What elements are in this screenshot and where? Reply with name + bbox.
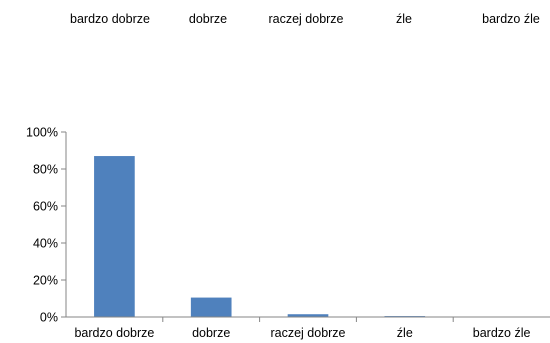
bar [94,156,135,317]
x-category-label: bardzo dobrze [74,326,154,340]
y-tick-label: 0% [40,311,58,325]
y-tick-label: 100% [26,126,58,140]
top-category-label: bardzo dobrze [70,12,150,26]
top-category-label: źle [396,12,412,26]
x-category-label: raczej dobrze [270,326,345,340]
top-category-label: bardzo źle [482,12,540,26]
x-category-label: źle [397,326,413,340]
y-tick-label: 60% [33,200,58,214]
y-tick-label: 80% [33,163,58,177]
y-axis-ticks: 0% 20% 40% 60% 80% 100% [26,126,66,325]
top-category-label: dobrze [189,12,227,26]
y-tick-label: 20% [33,274,58,288]
bars [94,156,426,317]
bar [287,314,329,317]
main-bar-chart: 0% 20% 40% 60% 80% 100% bardzo dobrze dobrze ra… [26,126,550,340]
bar [190,297,232,317]
top-chart-category-labels: bardzo dobrze dobrze raczej dobrze źle bardz… [70,12,540,26]
y-tick-label: 40% [33,237,58,251]
axes [65,132,550,322]
x-axis-labels: bardzo dobrze dobrze raczej dobrze źle bardz… [74,326,530,340]
top-category-label: raczej dobrze [268,12,343,26]
x-category-label: dobrze [192,326,230,340]
x-category-label: bardzo źle [473,326,531,340]
